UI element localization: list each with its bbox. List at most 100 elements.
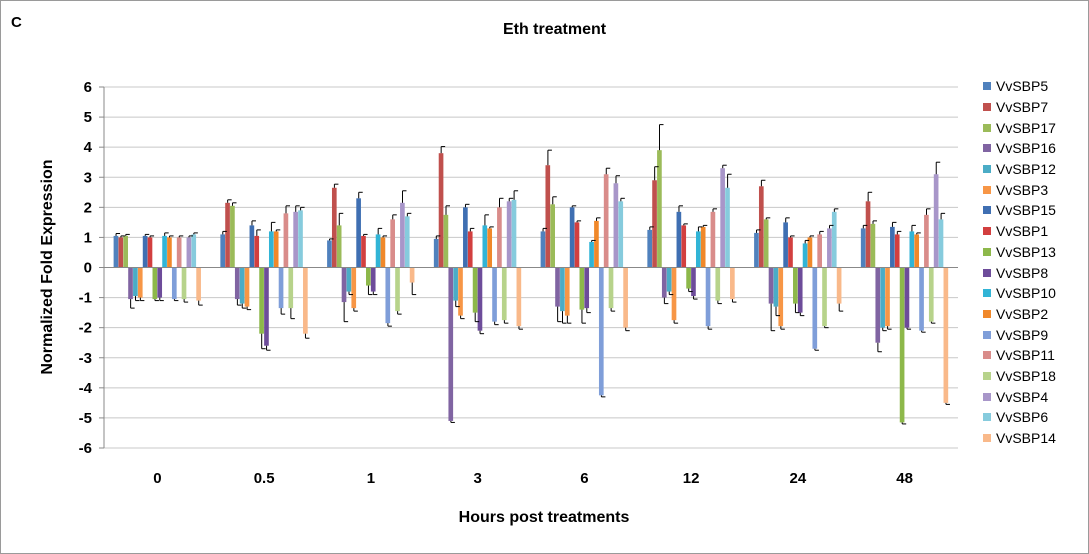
bar <box>171 267 177 300</box>
bar <box>497 207 502 268</box>
bar <box>501 267 507 321</box>
bar <box>885 267 890 327</box>
bar <box>715 267 721 301</box>
x-axis-title: Hours post treatments <box>459 509 630 526</box>
panel-label: C <box>11 14 22 31</box>
bar <box>924 214 929 268</box>
bar <box>691 267 696 297</box>
bar <box>463 207 468 268</box>
bar <box>249 225 255 268</box>
bar <box>754 232 759 268</box>
legend-item: VvSBP16 <box>983 138 1083 159</box>
legend-swatch <box>983 289 991 298</box>
bar <box>506 201 512 268</box>
bar <box>919 267 924 331</box>
x-tick-label: 12 <box>683 470 700 487</box>
bar <box>827 228 832 268</box>
bar <box>293 211 298 268</box>
legend-label: VvSBP12 <box>996 161 1056 178</box>
bar <box>123 235 128 268</box>
bar <box>705 267 711 327</box>
bar <box>288 267 294 309</box>
bar <box>564 267 570 316</box>
bar <box>346 267 352 292</box>
bar <box>671 267 677 321</box>
legend-label: VvSBP15 <box>996 202 1056 219</box>
legend-swatch <box>983 206 991 215</box>
bar <box>492 267 497 322</box>
bar <box>890 226 895 268</box>
bar <box>831 211 837 268</box>
bar <box>594 220 599 268</box>
legend-item: VvSBP4 <box>983 386 1083 407</box>
bar <box>598 267 604 396</box>
bar <box>875 267 881 343</box>
bar <box>220 234 226 268</box>
bar <box>341 267 347 303</box>
bar <box>812 267 818 349</box>
bar <box>681 225 687 268</box>
bar <box>230 205 235 268</box>
bar <box>652 180 657 268</box>
bar <box>186 237 192 268</box>
bar <box>793 267 798 304</box>
bar <box>157 267 163 298</box>
bar <box>545 165 551 268</box>
bar <box>730 267 735 300</box>
legend-item: VvSBP13 <box>983 242 1083 263</box>
legend-swatch <box>983 413 991 422</box>
bar <box>865 201 871 268</box>
bar <box>482 225 488 268</box>
bar <box>613 183 619 268</box>
bar <box>725 187 730 268</box>
bar <box>778 267 784 327</box>
bar <box>467 231 473 268</box>
bar <box>259 267 264 334</box>
bar <box>880 267 885 328</box>
bar <box>666 267 672 292</box>
legend-label: VvSBP13 <box>996 243 1056 260</box>
bar <box>438 153 444 268</box>
bar <box>807 237 813 268</box>
bar <box>404 216 410 268</box>
bar <box>623 267 628 328</box>
legend-item: VvSBP9 <box>983 324 1083 345</box>
x-tick-label: 0.5 <box>254 470 275 487</box>
y-tick-label: -3 <box>79 350 92 367</box>
bar <box>933 174 939 268</box>
legend-item: VvSBP3 <box>983 179 1083 200</box>
y-tick-label: 6 <box>84 79 92 96</box>
bar <box>579 267 585 310</box>
y-tick-label: 0 <box>84 260 92 277</box>
bar <box>351 267 357 309</box>
bar <box>686 267 691 289</box>
legend-item: VvSBP12 <box>983 159 1083 180</box>
bar <box>162 235 167 268</box>
bar <box>453 267 458 301</box>
bar <box>433 238 439 268</box>
legend-item: VvSBP2 <box>983 304 1083 325</box>
bar <box>234 267 240 300</box>
bar <box>516 267 522 327</box>
bar <box>710 211 716 268</box>
legend-item: VvSBP11 <box>983 345 1083 366</box>
bar <box>152 267 158 300</box>
bar <box>574 222 580 268</box>
bar <box>647 229 653 268</box>
bar <box>225 202 230 268</box>
bar <box>137 267 143 298</box>
bar <box>661 267 667 298</box>
legend: VvSBP5 VvSBP7 VvSBP17 VvSBP16 VvSBP12 VvSBP3 V… <box>983 76 1083 448</box>
bar <box>244 267 250 307</box>
y-tick-label: -5 <box>79 410 92 427</box>
bar <box>181 267 187 300</box>
legend-swatch <box>983 227 991 236</box>
legend-label: VvSBP14 <box>996 430 1056 447</box>
y-tick-label: -2 <box>79 320 92 337</box>
bar <box>303 267 308 334</box>
bar <box>700 226 706 268</box>
legend-swatch <box>983 434 991 443</box>
x-tick-label: 3 <box>473 470 481 487</box>
